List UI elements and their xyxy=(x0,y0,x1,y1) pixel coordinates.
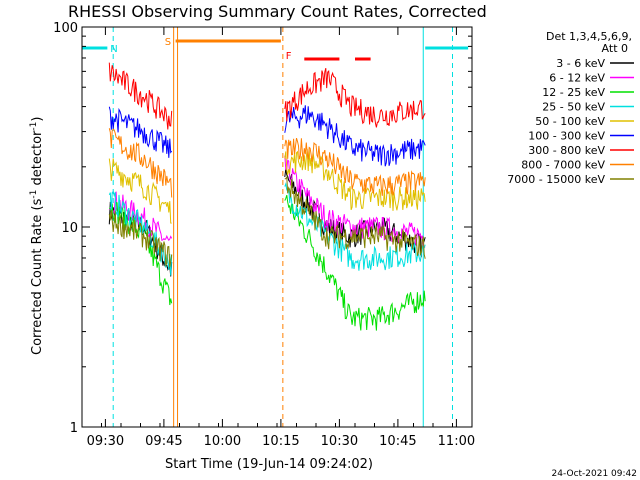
series-line-7-1 xyxy=(284,137,426,196)
flag-label-F: F xyxy=(286,51,292,62)
x-tick-label-2: 10:00 xyxy=(204,434,241,449)
series-line-5-0 xyxy=(108,106,173,158)
series-line-4-1 xyxy=(284,148,426,211)
y-axis-label-sup2: -1 xyxy=(29,122,39,131)
legend-label-8: 7000 - 15000 keV xyxy=(507,173,605,186)
x-tick-label-0: 09:30 xyxy=(87,434,124,449)
x-tick-label-3: 10:15 xyxy=(262,434,299,449)
x-tick-label-5: 10:45 xyxy=(379,434,416,449)
legend-title-line2: Att 0 xyxy=(602,42,628,55)
axes: 09:30 09:45 10:00 10:15 10:30 10:45 11:00 1 10 10… xyxy=(53,21,475,449)
chart-title: RHESSI Observing Summary Count Rates, Co… xyxy=(68,2,487,21)
series-line-0-1 xyxy=(284,168,426,258)
series-line-1-1 xyxy=(284,155,426,248)
legend-label-2: 12 - 25 keV xyxy=(542,86,605,99)
y-axis-label-sup1: -1 xyxy=(29,190,39,199)
legend-label-1: 6 - 12 keV xyxy=(549,72,605,85)
y-axis-label: Corrected Count Rate (s-1 detector-1) xyxy=(29,117,45,355)
legend-label-4: 50 - 100 keV xyxy=(535,115,605,128)
x-tick-label-1: 09:45 xyxy=(145,434,182,449)
series-line-8-0 xyxy=(108,209,173,268)
series-line-6-0 xyxy=(108,62,173,130)
x-axis-label: Start Time (19-Jun-14 09:24:02) xyxy=(165,457,373,472)
series-line-5-1 xyxy=(284,105,426,167)
y-tick-label-1: 10 xyxy=(61,221,78,236)
legend-label-6: 300 - 800 keV xyxy=(528,144,605,157)
legend-label-0: 3 - 6 keV xyxy=(556,57,605,70)
legend-label-5: 100 - 300 keV xyxy=(528,130,605,143)
x-tick-label-6: 11:00 xyxy=(438,434,475,449)
y-tick-label-0: 1 xyxy=(70,421,78,436)
x-tick-label-4: 10:30 xyxy=(321,434,358,449)
plot-area: N S F xyxy=(82,27,469,427)
series-line-2-1 xyxy=(284,194,426,331)
y-tick-label-2: 100 xyxy=(53,21,78,36)
series-line-7-0 xyxy=(108,128,173,198)
legend: Det 1,3,4,5,6,9, Att 0 3 - 6 keV 6 - 12 k… xyxy=(507,30,634,186)
flag-label-S: S xyxy=(165,37,171,48)
legend-title-line1: Det 1,3,4,5,6,9, xyxy=(546,30,632,43)
series-line-8-1 xyxy=(284,175,426,259)
y-axis-label-part2: detector xyxy=(30,130,45,190)
series-line-4-0 xyxy=(108,158,172,224)
series-line-6-1 xyxy=(284,67,426,128)
flag-label-N: N xyxy=(110,44,117,55)
legend-label-3: 25 - 50 keV xyxy=(542,101,605,114)
series-line-3-1 xyxy=(284,181,426,271)
y-axis-label-part1: Corrected Count Rate (s xyxy=(30,198,45,355)
series-line-3-0 xyxy=(108,190,173,276)
legend-label-7: 800 - 7000 keV xyxy=(521,159,605,172)
date-stamp: 24-Oct-2021 09:42 xyxy=(552,469,637,479)
y-axis-label-part3: ) xyxy=(30,117,45,122)
